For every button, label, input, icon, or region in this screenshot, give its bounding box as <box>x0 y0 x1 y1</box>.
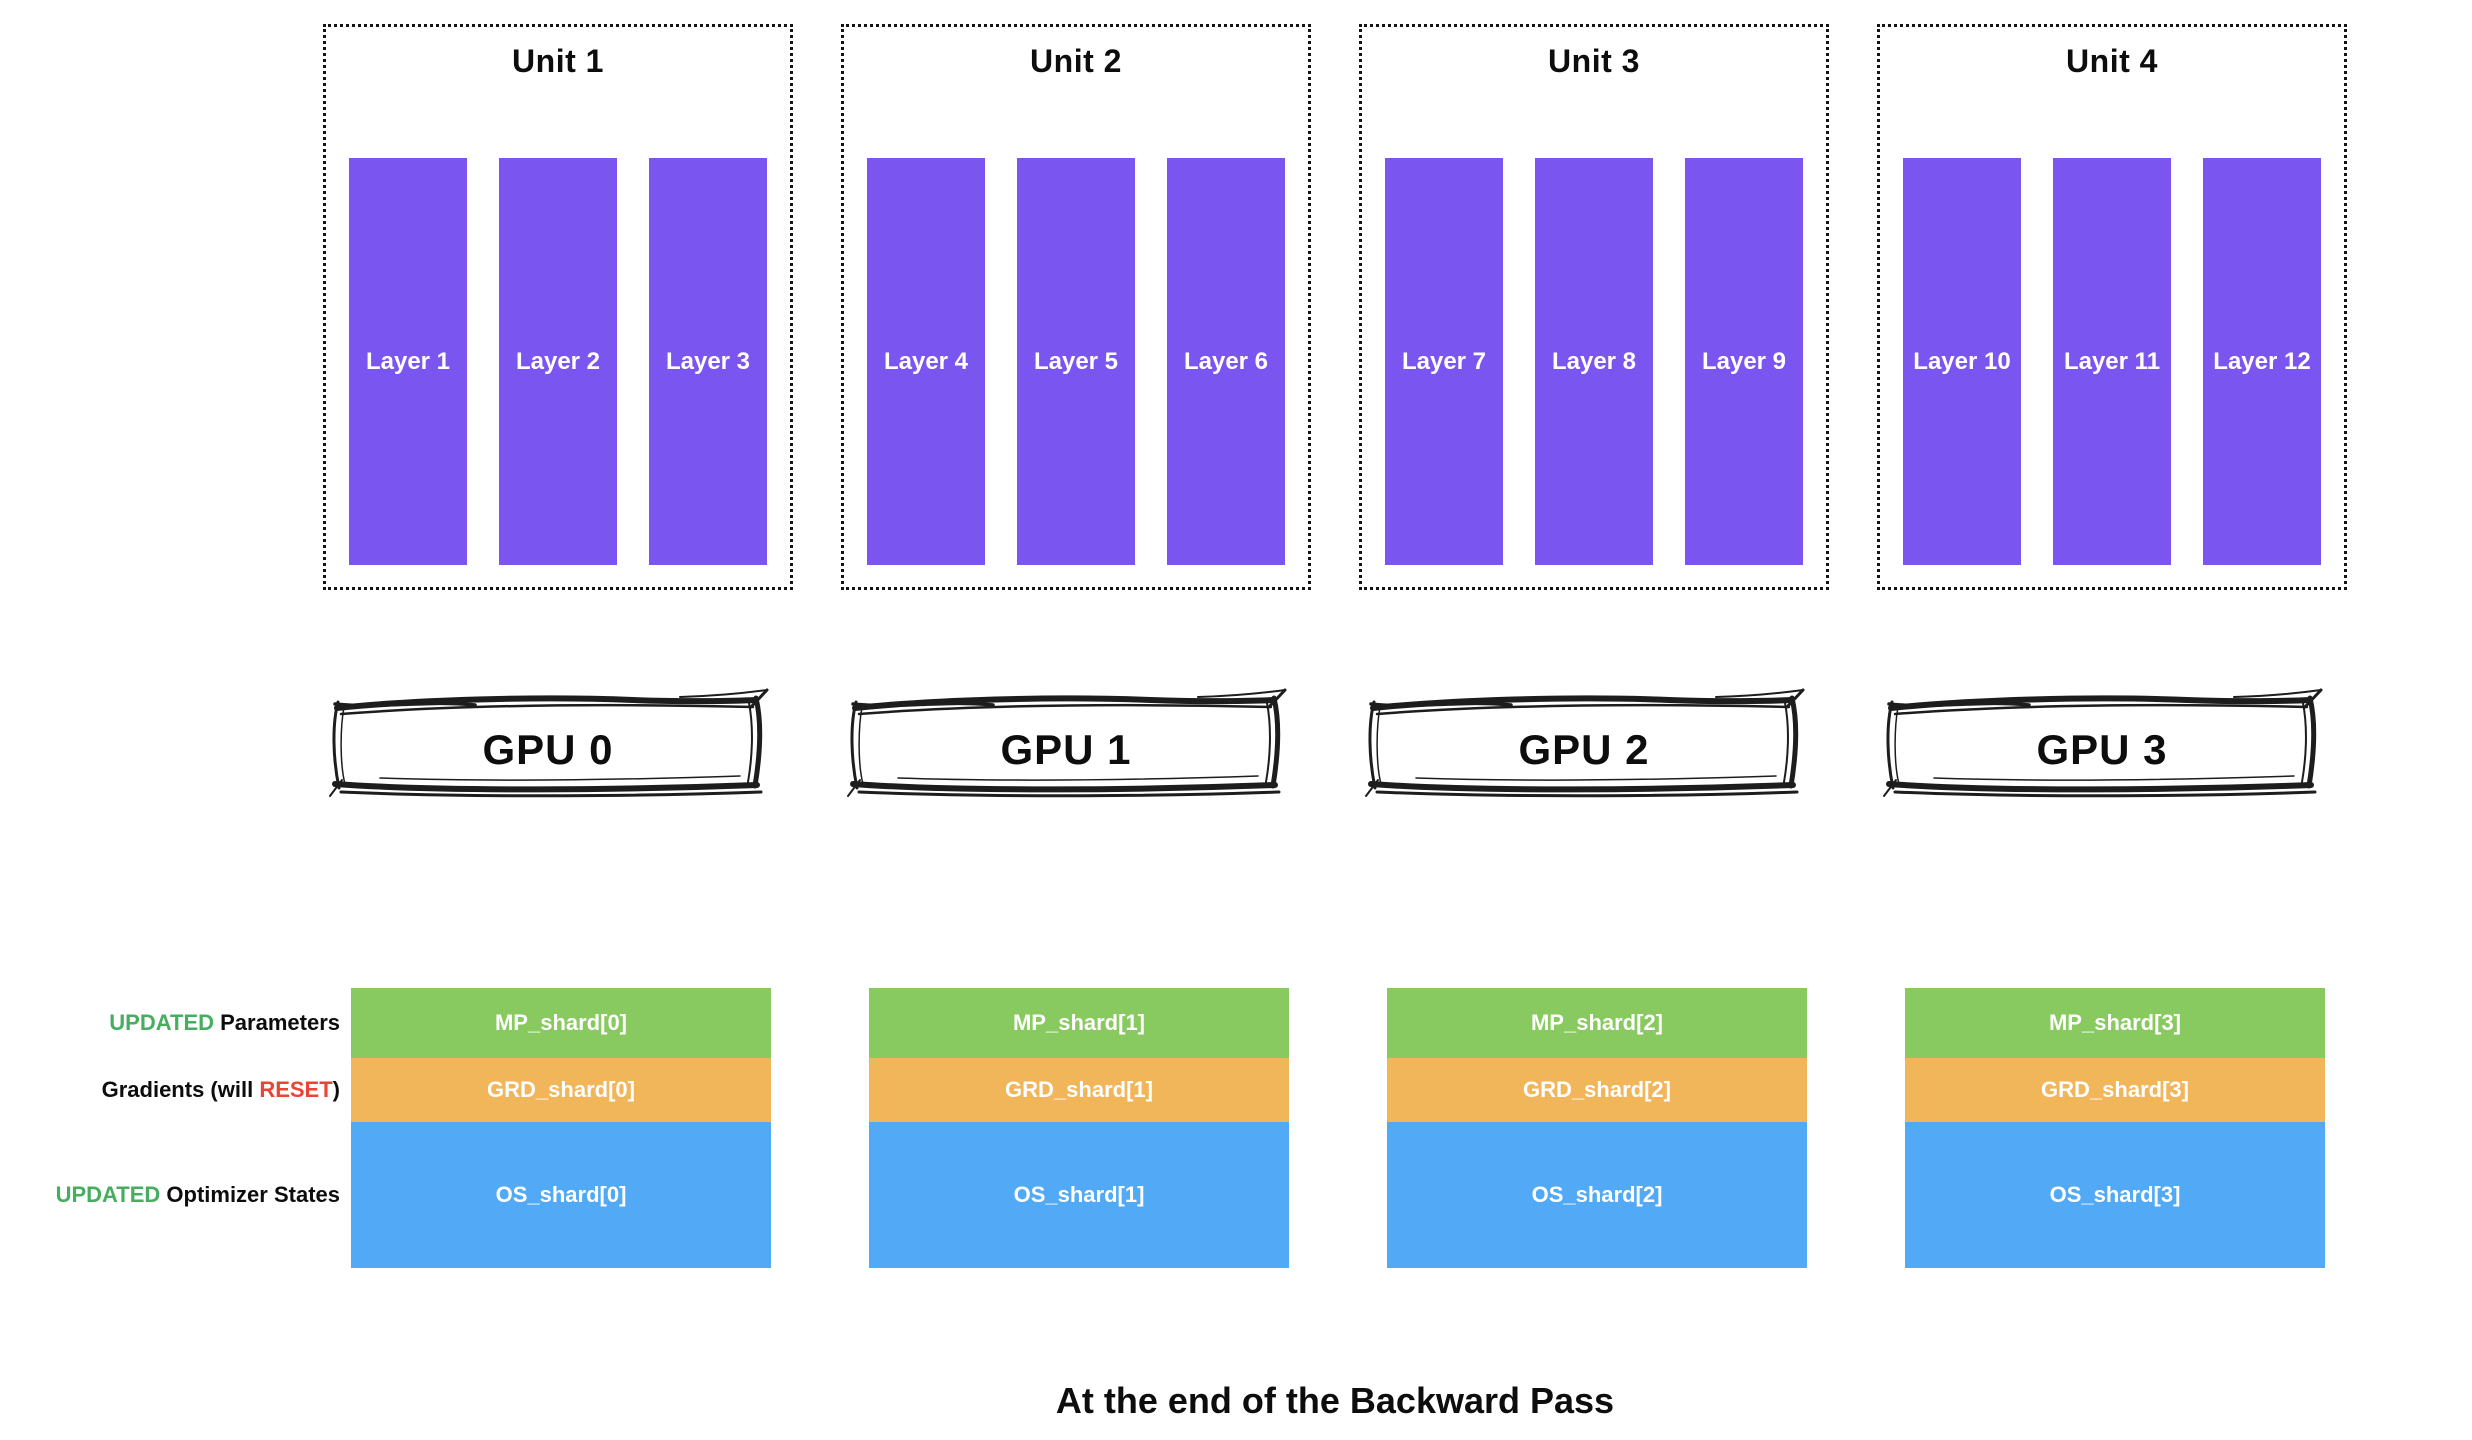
hand-drawn-frame <box>1365 688 1805 798</box>
unit-box-4: Unit 4 Layer 10 Layer 11 Layer 12 <box>1877 24 2347 590</box>
gpu-box-0: GPU 0 <box>325 683 771 805</box>
layer-group: Layer 10 Layer 11 Layer 12 <box>1903 158 2321 565</box>
gpu-box-2: GPU 2 <box>1361 683 1807 805</box>
layer-group: Layer 1 Layer 2 Layer 3 <box>349 158 767 565</box>
mp-shard: MP_shard[1] <box>869 988 1289 1058</box>
gpu-box-3: GPU 3 <box>1879 683 2325 805</box>
unit-box-2: Unit 2 Layer 4 Layer 5 Layer 6 <box>841 24 1311 590</box>
gpu1-column: Unit 2 Layer 4 Layer 5 Layer 6 <box>841 0 1311 1440</box>
shard-stack-1: MP_shard[1] GRD_shard[1] OS_shard[1] <box>869 988 1289 1268</box>
updated-highlight: UPDATED <box>55 1182 161 1207</box>
grd-shard: GRD_shard[1] <box>869 1058 1289 1122</box>
os-shard: OS_shard[3] <box>1905 1122 2325 1268</box>
layer-bar: Layer 8 <box>1535 158 1653 565</box>
layer-group: Layer 4 Layer 5 Layer 6 <box>867 158 1285 565</box>
layer-bar: Layer 1 <box>349 158 467 565</box>
layer-bar: Layer 11 <box>2053 158 2171 565</box>
gradients-row-label: Gradients (will RESET) <box>101 1077 340 1102</box>
unit-title: Unit 4 <box>2066 43 2158 79</box>
hand-drawn-frame <box>1883 688 2323 798</box>
shard-stack-0: MP_shard[0] GRD_shard[0] OS_shard[0] <box>351 988 771 1268</box>
shard-stack-3: MP_shard[3] GRD_shard[3] OS_shard[3] <box>1905 988 2325 1268</box>
os-shard: OS_shard[0] <box>351 1122 771 1268</box>
layer-bar: Layer 9 <box>1685 158 1803 565</box>
mp-shard: MP_shard[3] <box>1905 988 2325 1058</box>
gpu-label: GPU 0 <box>482 726 614 773</box>
hand-drawn-frame <box>847 688 1287 798</box>
parameters-row-label: UPDATED Parameters <box>109 1010 340 1035</box>
layer-bar: Layer 10 <box>1903 158 2021 565</box>
layer-bar: Layer 12 <box>2203 158 2321 565</box>
gpu2-column: Unit 3 Layer 7 Layer 8 Layer 9 <box>1359 0 1829 1440</box>
updated-highlight: UPDATED <box>109 1010 215 1035</box>
grd-shard: GRD_shard[3] <box>1905 1058 2325 1122</box>
reset-highlight: RESET <box>259 1077 333 1102</box>
layer-group: Layer 7 Layer 8 Layer 9 <box>1385 158 1803 565</box>
layer-bar: Layer 3 <box>649 158 767 565</box>
mp-shard: MP_shard[2] <box>1387 988 1807 1058</box>
gpu-label: GPU 1 <box>1000 726 1132 773</box>
unit-box-3: Unit 3 Layer 7 Layer 8 Layer 9 <box>1359 24 1829 590</box>
os-shard: OS_shard[1] <box>869 1122 1289 1268</box>
gpu3-column: Unit 4 Layer 10 Layer 11 Layer 12 <box>1877 0 2347 1440</box>
diagram-title: At the end of the Backward Pass <box>1055 1380 1615 1421</box>
unit-title: Unit 2 <box>1030 43 1122 79</box>
gpu-label: GPU 3 <box>2036 726 2168 773</box>
layer-bar: Layer 4 <box>867 158 985 565</box>
unit-box-1: Unit 1 Layer 1 Layer 2 Layer 3 <box>323 24 793 590</box>
layer-bar: Layer 5 <box>1017 158 1135 565</box>
mp-shard: MP_shard[0] <box>351 988 771 1058</box>
grd-shard: GRD_shard[0] <box>351 1058 771 1122</box>
unit-title: Unit 1 <box>512 43 604 79</box>
shard-stack-2: MP_shard[2] GRD_shard[2] OS_shard[2] <box>1387 988 1807 1268</box>
layer-bar: Layer 7 <box>1385 158 1503 565</box>
gpu-label: GPU 2 <box>1518 726 1650 773</box>
unit-title: Unit 3 <box>1548 43 1640 79</box>
layer-bar: Layer 6 <box>1167 158 1285 565</box>
optimizer-states-row-label: UPDATED Optimizer States <box>55 1182 340 1207</box>
grd-shard: GRD_shard[2] <box>1387 1058 1807 1122</box>
gpu0-column: Unit 1 Layer 1 Layer 2 Layer 3 <box>323 0 793 1440</box>
gpu-box-1: GPU 1 <box>843 683 1289 805</box>
layer-bar: Layer 2 <box>499 158 617 565</box>
os-shard: OS_shard[2] <box>1387 1122 1807 1268</box>
hand-drawn-frame <box>329 688 769 798</box>
